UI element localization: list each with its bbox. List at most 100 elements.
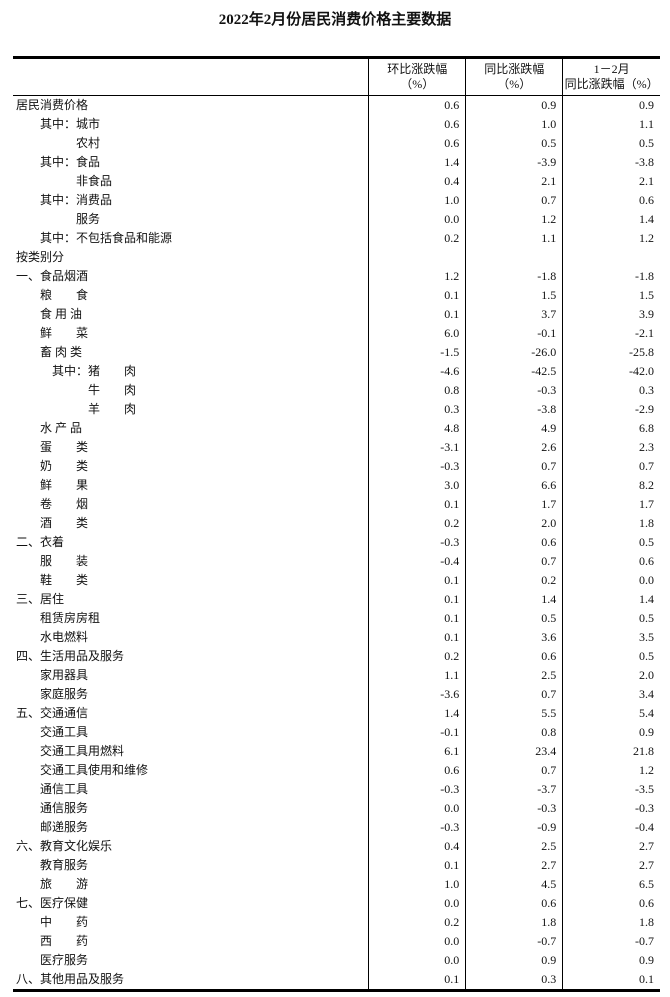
value-ytd: 0.5 [562,647,660,666]
table-row: 八、其他用品及服务 0.1 0.3 0.1 [13,970,660,991]
table-header: 环比涨跌幅 （%） 同比涨跌幅 （%） 1－2月 同比涨跌幅（%） [13,57,660,96]
value-yoy: 0.7 [465,552,563,571]
row-label: 鲜 菜 [40,326,89,340]
value-ytd: 0.1 [562,970,660,991]
value-mom: 0.6 [368,761,466,780]
value-ytd: 0.5 [562,533,660,552]
table-row: 畜 肉 类 -1.5 -26.0 -25.8 [13,343,660,362]
value-ytd: 2.7 [562,856,660,875]
value-yoy: -1.8 [465,267,563,286]
table-row: 邮递服务 -0.3 -0.9 -0.4 [13,818,660,837]
row-label: 卷 烟 [40,497,89,511]
value-ytd: 1.4 [562,590,660,609]
row-label: 水 产 品 [40,421,83,435]
value-mom: 0.0 [368,799,466,818]
table-row: 租赁房房租 0.1 0.5 0.5 [13,609,660,628]
table-row: 其中：食品 1.4 -3.9 -3.8 [13,153,660,172]
table-row: 教育服务 0.1 2.7 2.7 [13,856,660,875]
row-label: 邮递服务 [40,820,89,834]
value-mom: -4.6 [368,362,466,381]
value-yoy: 0.7 [465,457,563,476]
value-yoy: -0.1 [465,324,563,343]
table-row: 水电燃料 0.1 3.6 3.5 [13,628,660,647]
row-label: 蛋 类 [40,440,89,454]
table-row: 非食品 0.4 2.1 2.1 [13,172,660,191]
value-mom: -0.4 [368,552,466,571]
value-ytd: 1.1 [562,115,660,134]
value-mom: 6.1 [368,742,466,761]
value-yoy: 0.2 [465,571,563,590]
value-ytd: -3.5 [562,780,660,799]
table-row: 旅 游 1.0 4.5 6.5 [13,875,660,894]
row-label: 服务 [76,212,101,226]
value-mom: 1.0 [368,875,466,894]
row-label: 居民消费价格 [16,98,89,112]
value-ytd: 2.1 [562,172,660,191]
value-mom: -1.5 [368,343,466,362]
value-mom: 1.1 [368,666,466,685]
value-yoy: -0.9 [465,818,563,837]
value-ytd: 1.2 [562,229,660,248]
value-ytd: 0.6 [562,191,660,210]
value-ytd: 1.8 [562,514,660,533]
value-ytd: -0.3 [562,799,660,818]
row-label: 家用器具 [40,668,89,682]
row-label: 四、生活用品及服务 [16,649,125,663]
table-row: 牛 肉 0.8 -0.3 0.3 [13,381,660,400]
value-yoy [465,248,563,267]
row-label: 五、交通通信 [16,706,89,720]
value-mom: 0.4 [368,837,466,856]
row-label: 一、食品烟酒 [16,269,89,283]
value-mom: 0.1 [368,628,466,647]
value-yoy: -3.9 [465,153,563,172]
table-body: 居民消费价格 0.6 0.9 0.9 其中：城市 0.6 1.0 1.1 农村 0.6 0.5 0.5… [13,95,660,991]
value-yoy: 0.9 [465,951,563,970]
value-mom: 0.1 [368,609,466,628]
value-yoy: 1.8 [465,913,563,932]
value-ytd: 6.5 [562,875,660,894]
value-yoy: -0.3 [465,381,563,400]
row-label: 二、衣着 [16,535,65,549]
value-mom: -0.1 [368,723,466,742]
row-label: 租赁房房租 [40,611,101,625]
table-row: 羊 肉 0.3 -3.8 -2.9 [13,400,660,419]
row-label: 畜 肉 类 [40,345,83,359]
value-ytd: 2.3 [562,438,660,457]
header-mom-line2: （%） [400,77,435,91]
row-label: 其中：消费品 [40,193,113,207]
value-ytd: 2.0 [562,666,660,685]
value-yoy: 5.5 [465,704,563,723]
value-ytd: 1.8 [562,913,660,932]
value-mom: 0.2 [368,913,466,932]
value-mom: 0.6 [368,115,466,134]
row-label: 牛 肉 [88,383,137,397]
value-mom: 0.1 [368,590,466,609]
header-ytd: 1－2月 同比涨跌幅（%） [562,57,660,96]
value-yoy: -26.0 [465,343,563,362]
row-label: 服 装 [40,554,89,568]
value-ytd: 0.0 [562,571,660,590]
value-yoy: 2.5 [465,666,563,685]
value-mom: 0.2 [368,647,466,666]
table-row: 鲜 菜 6.0 -0.1 -2.1 [13,324,660,343]
value-mom: 0.1 [368,970,466,991]
value-ytd: -25.8 [562,343,660,362]
value-yoy: 3.6 [465,628,563,647]
value-ytd: -3.8 [562,153,660,172]
header-yoy-line1: 同比涨跌幅 [484,62,545,76]
value-mom: 0.2 [368,229,466,248]
header-item [13,58,369,96]
row-label: 粮 食 [40,288,89,302]
table-row: 食 用 油 0.1 3.7 3.9 [13,305,660,324]
row-label: 酒 类 [40,516,89,530]
value-mom: 0.1 [368,286,466,305]
value-mom: -0.3 [368,457,466,476]
value-mom: -0.3 [368,780,466,799]
row-label: 交通工具用燃料 [40,744,125,758]
value-mom: 1.4 [368,153,466,172]
row-label: 其中：食品 [40,155,101,169]
value-yoy: 1.7 [465,495,563,514]
table-row: 通信工具 -0.3 -3.7 -3.5 [13,780,660,799]
row-label: 其中：猪 肉 [52,364,137,378]
value-ytd: 0.9 [562,723,660,742]
